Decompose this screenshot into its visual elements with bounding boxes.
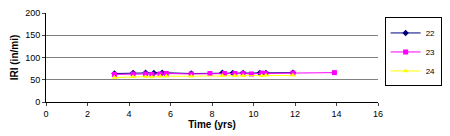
svg-text:50: 50: [30, 75, 40, 85]
svg-text:10: 10: [248, 109, 258, 119]
svg-text:8: 8: [209, 109, 214, 119]
svg-text:200: 200: [25, 8, 40, 18]
svg-text:6: 6: [168, 109, 173, 119]
svg-text:0: 0: [35, 97, 40, 107]
svg-text:22: 22: [426, 29, 435, 38]
svg-text:4: 4: [126, 109, 131, 119]
svg-text:0: 0: [43, 109, 48, 119]
svg-text:Time (yrs): Time (yrs): [188, 119, 236, 130]
svg-text:24: 24: [426, 67, 435, 76]
svg-text:23: 23: [426, 48, 435, 57]
svg-text:14: 14: [331, 109, 341, 119]
svg-text:12: 12: [290, 109, 300, 119]
svg-text:2: 2: [85, 109, 90, 119]
svg-text:IRI (in/mi): IRI (in/mi): [9, 35, 20, 81]
svg-text:16: 16: [373, 109, 383, 119]
svg-text:100: 100: [25, 53, 40, 63]
svg-text:150: 150: [25, 30, 40, 40]
